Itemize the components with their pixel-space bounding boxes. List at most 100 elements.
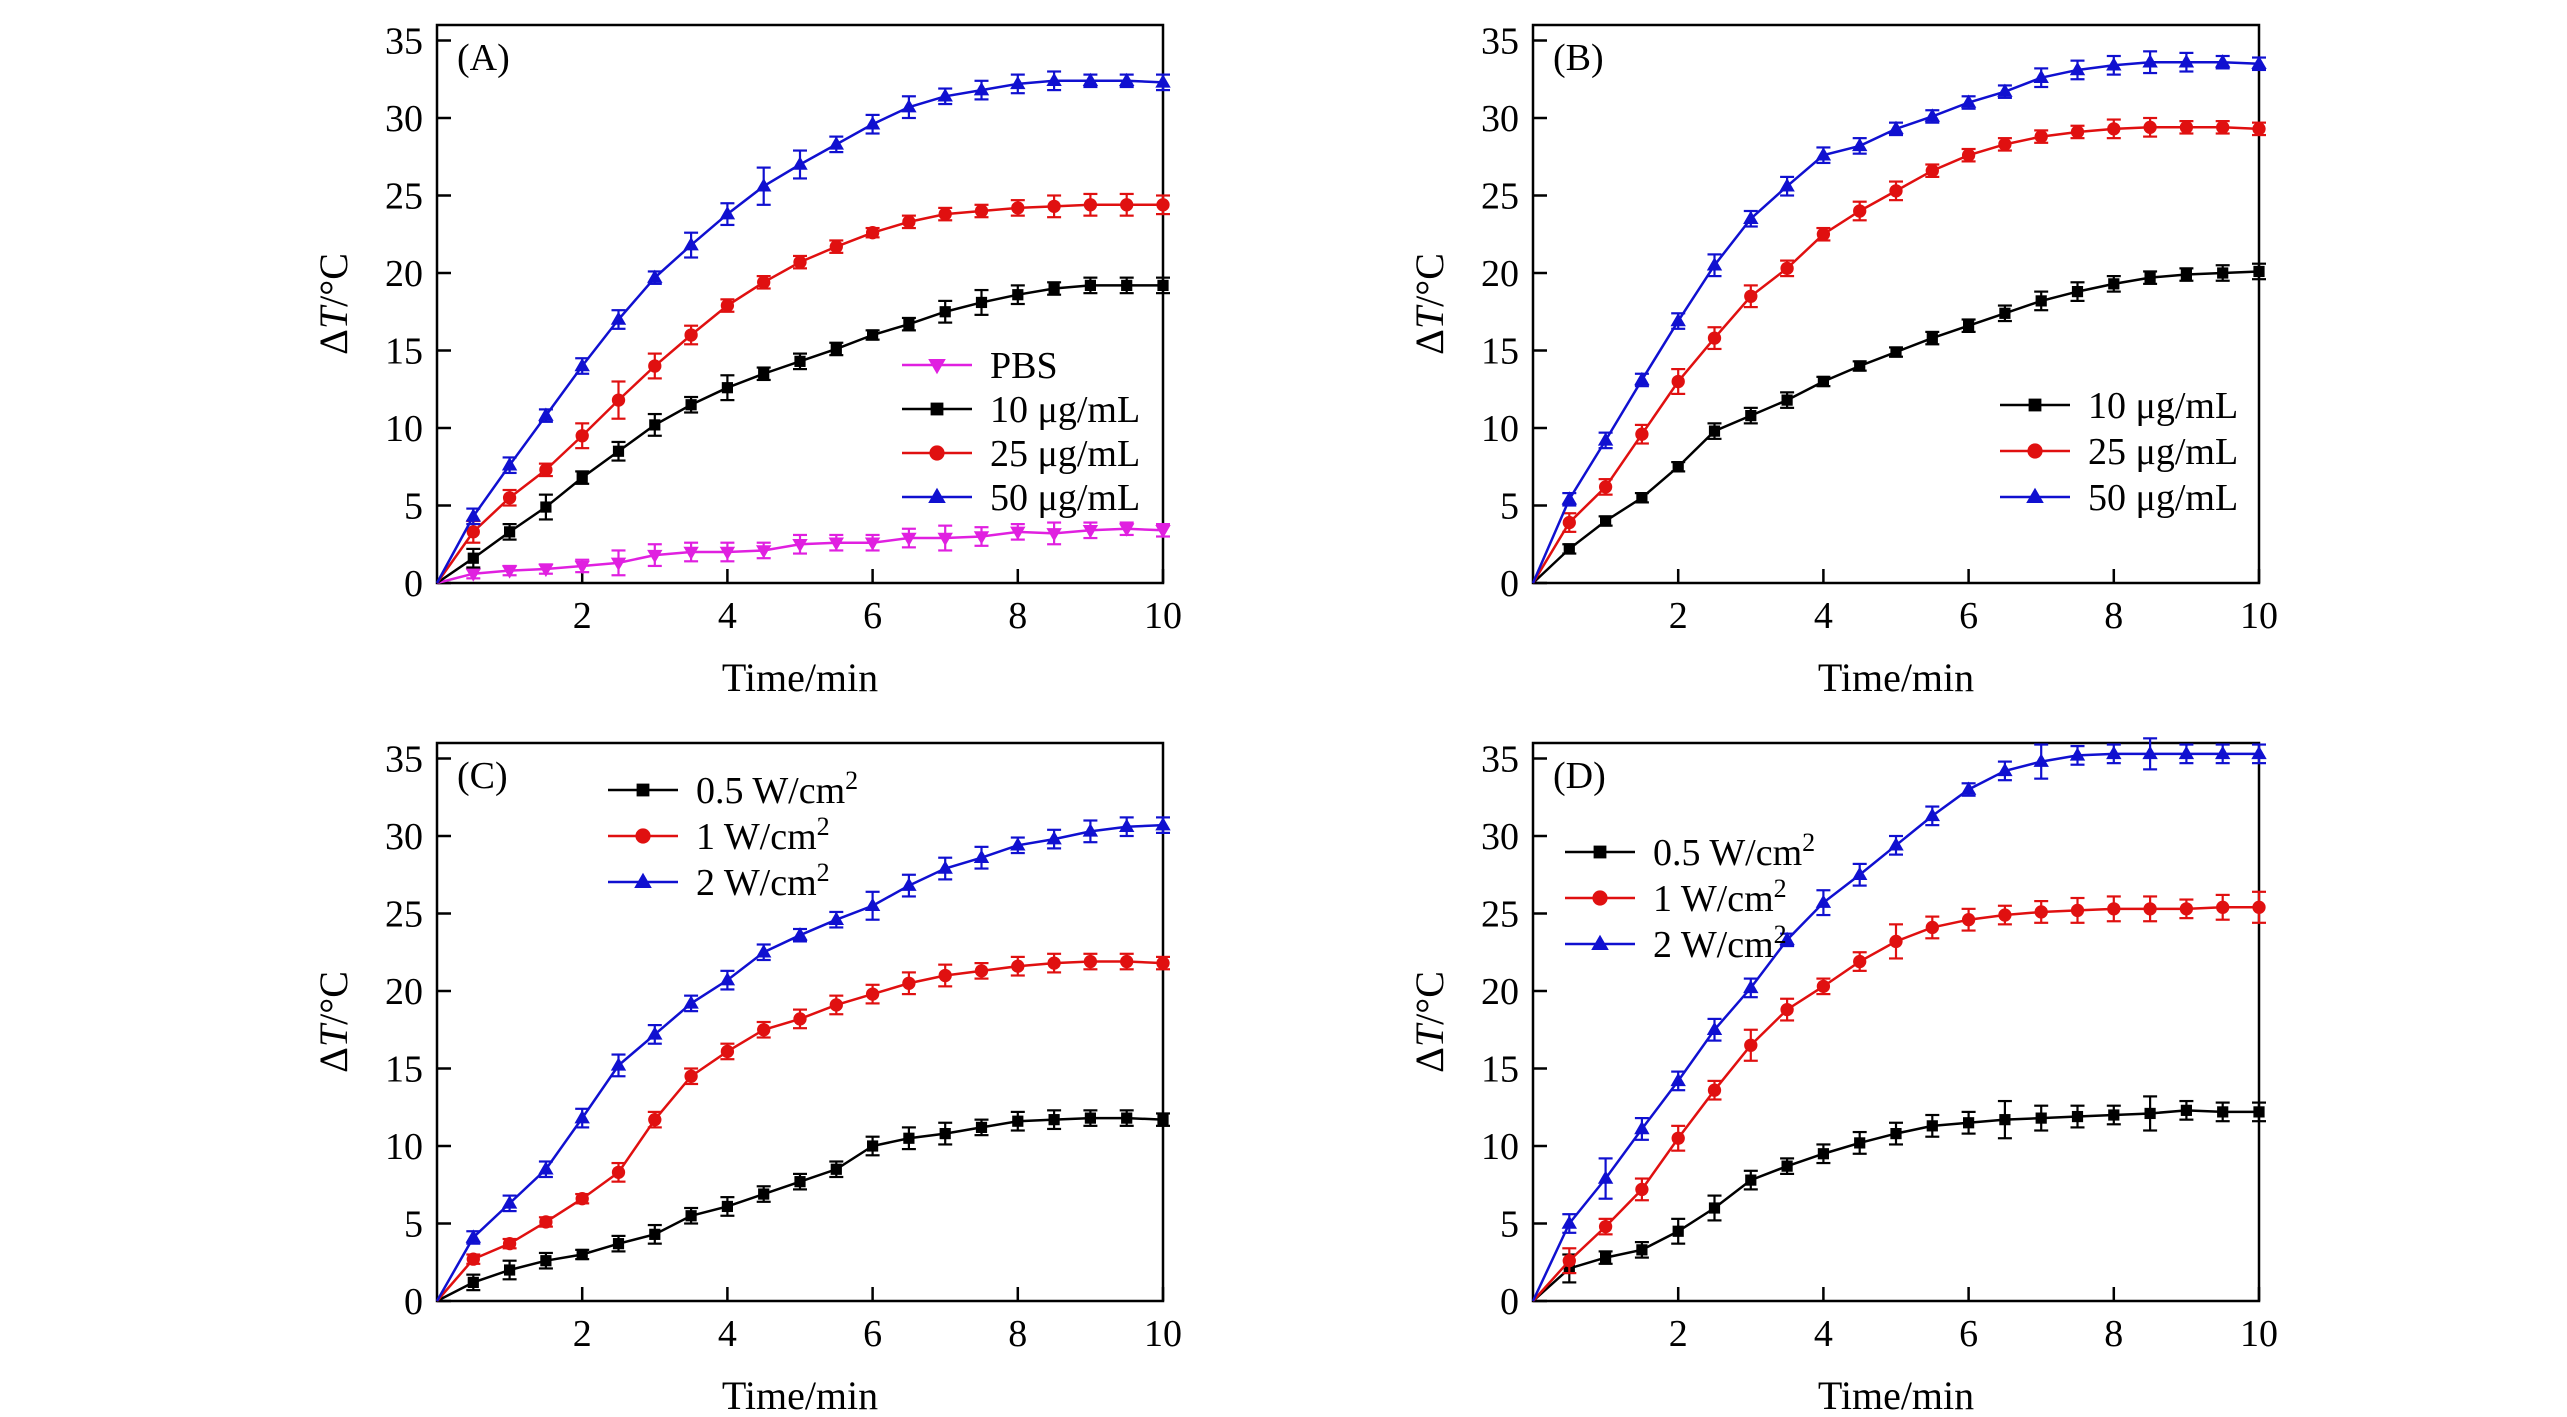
marker-square [1817,1148,1829,1160]
marker-square [540,1255,552,1267]
series [436,952,1170,1302]
marker-triangle-down [792,539,808,553]
marker-square [2144,1107,2156,1120]
series [1531,116,2266,584]
marker-circle [1635,427,1649,441]
marker-circle [1707,1083,1722,1097]
marker-circle [2143,120,2157,134]
marker-square [867,1140,879,1152]
marker-circle [793,1012,807,1026]
marker-square [1745,410,1757,422]
marker-square [685,399,697,411]
marker-triangle-down [756,545,772,559]
legend-label: 0.5 W/cm2 [1653,828,1815,874]
marker-triangle-up [1119,818,1135,832]
marker-triangle-up [1597,432,1614,446]
y-tick-label: 5 [404,1204,423,1246]
marker-circle [539,1215,553,1229]
marker-square [1854,360,1866,372]
marker-circle [829,998,843,1012]
x-tick-label: 2 [1669,1313,1688,1355]
marker-square [1157,1114,1169,1126]
marker-square [2253,265,2265,278]
legend-label-text: 0.5 W/cm [696,770,845,812]
marker-triangle-up [1815,147,1832,161]
marker-square [2217,1106,2229,1118]
legend-label-superscript: 2 [1774,874,1787,903]
marker-triangle-up [864,116,881,130]
y-axis-title-part: Δ [1407,1047,1452,1073]
marker-triangle-up [756,178,772,192]
legend-label: PBS [990,345,1058,387]
marker-triangle-up [1155,817,1171,831]
marker-triangle-up [1779,931,1795,946]
marker-square [1890,1128,1902,1140]
y-axis-title-variable: T [1407,1022,1452,1047]
marker-circle [865,226,880,240]
marker-triangle-up [683,237,699,251]
marker-circle [1744,1038,1758,1052]
marker-triangle-up [574,357,590,372]
marker-triangle-up [1010,75,1026,90]
marker-triangle-down [1082,525,1099,539]
marker-circle [466,1252,480,1266]
series [435,70,1171,584]
marker-triangle-up [1561,1215,1577,1229]
marker-square [2144,272,2156,284]
marker-square [1963,320,1975,332]
marker-triangle-down [937,532,953,547]
marker-triangle-up [683,995,699,1009]
series [435,816,1171,1302]
legend-label: 1 W/cm2 [1653,874,1787,920]
marker-circle [720,298,735,313]
marker-triangle-down [1155,525,1171,539]
marker-square [830,343,842,355]
marker-triangle-up [538,407,554,421]
legend-label: 25 μg/mL [990,433,1140,475]
marker-square [1672,461,1684,473]
x-tick-label: 10 [1144,595,1182,637]
marker-circle [720,1044,735,1059]
marker-square [721,1200,733,1213]
legend-label-text: 10 μg/mL [990,389,1140,431]
marker-triangle-up [1155,74,1171,88]
x-tick-label: 10 [2240,1313,2278,1355]
y-tick-label: 5 [404,486,423,528]
y-axis-title-variable: T [1407,304,1452,329]
marker-circle [1816,979,1831,993]
marker-circle [1925,920,1939,935]
marker-circle [611,1165,626,1179]
marker-square [685,1210,697,1222]
marker-triangle-up [2026,487,2044,503]
marker-circle [1156,956,1170,970]
y-tick-label: 0 [404,563,423,605]
marker-triangle-up [1997,83,2013,97]
marker-square [2071,286,2084,298]
marker-triangle-up [901,877,917,891]
chart-panel-d: 0 5 10 15 20 25 30 35 2 4 6 8 10 Time/min ΔT/°C (D) 0.5 … [1407,737,2278,1417]
legend-label: 10 μg/mL [2088,385,2238,427]
panel-label: (B) [1553,37,1604,79]
marker-circle [1635,1182,1649,1197]
y-axis-title-part: /°C [1407,253,1452,307]
marker-circle [1047,956,1061,970]
marker-triangle-up [719,972,736,986]
marker-circle [1816,227,1831,241]
marker-square [975,1121,988,1133]
series [436,1109,1170,1303]
marker-circle [1598,480,1613,494]
x-tick-label: 2 [573,595,592,637]
marker-triangle-down [928,359,946,375]
x-tick-label: 8 [1008,595,1027,637]
legend-label-text: 50 μg/mL [2088,477,2238,519]
marker-square [540,501,552,513]
marker-triangle-up [465,1229,481,1243]
marker-triangle-down [901,532,917,547]
marker-triangle-up [1888,837,1904,851]
marker-triangle-up [2251,745,2267,760]
y-tick-label: 35 [385,21,423,63]
y-axis-title-part: /°C [311,253,356,307]
plot-frame [435,23,1165,585]
marker-square [1012,1115,1024,1127]
marker-square [467,1276,479,1288]
